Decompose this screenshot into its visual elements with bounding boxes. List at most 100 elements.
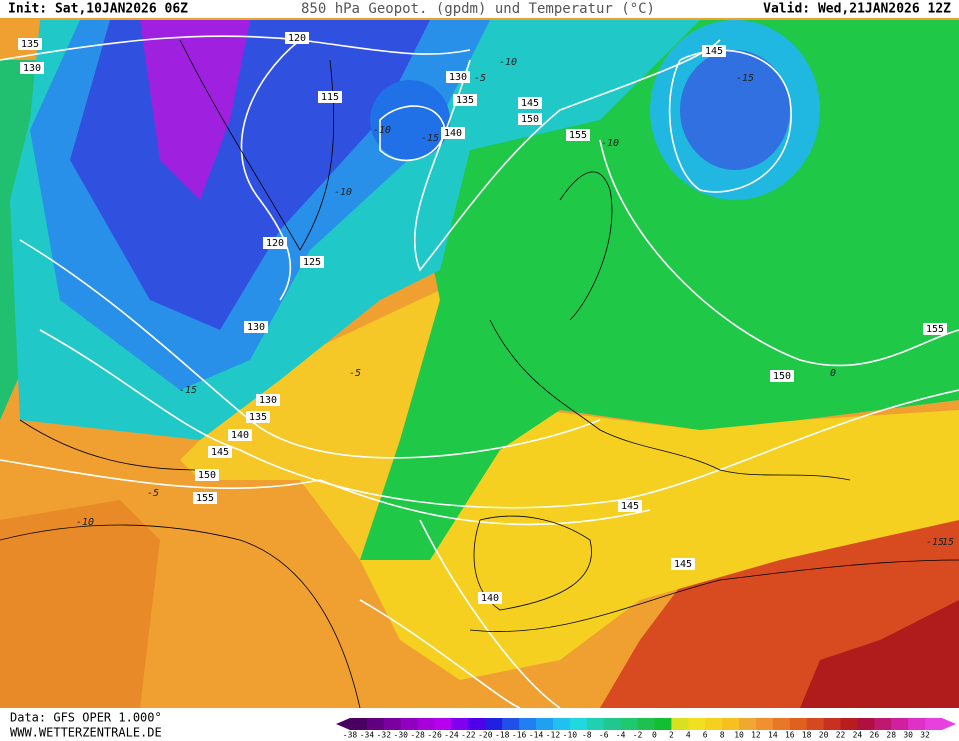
- legend-label: 18: [802, 731, 812, 740]
- legend-swatch: [739, 718, 757, 730]
- legend-label: -38: [343, 731, 358, 740]
- geopotential-label: 150: [521, 114, 539, 125]
- geopotential-label: 120: [266, 238, 284, 249]
- contour-labels: 1351301201151301351401451501551451201251…: [18, 32, 954, 604]
- coastline: [559, 171, 613, 321]
- label-box: [453, 94, 477, 106]
- legend-arrow-left: [336, 718, 350, 730]
- legend-label: 0: [652, 731, 657, 740]
- legend-swatch: [434, 718, 452, 730]
- legend-label: -2: [633, 731, 643, 740]
- legend-swatch: [705, 718, 723, 730]
- label-box: [193, 492, 217, 504]
- legend-label: 14: [768, 731, 778, 740]
- geopotential-label: 145: [621, 501, 639, 512]
- legend-swatch: [603, 718, 622, 730]
- data-source: Data: GFS OPER 1.000°: [10, 711, 162, 725]
- isohypse: [419, 519, 561, 709]
- coastlines: [0, 39, 959, 709]
- legend-swatch: [536, 718, 554, 730]
- isotherm-label: -5: [147, 488, 159, 499]
- isohypse: [0, 459, 651, 526]
- map-title: 850 hPa Geopot. (gpdm) und Temperatur (°…: [301, 1, 655, 17]
- legend-swatch: [502, 718, 520, 730]
- label-box: [446, 71, 470, 83]
- legend-label: 28: [886, 731, 896, 740]
- valid-time: Valid: Wed,21JAN2026 12Z: [763, 2, 951, 17]
- label-box: [702, 45, 726, 57]
- legend-swatch: [586, 718, 605, 730]
- legend-swatch: [417, 718, 436, 730]
- legend-swatch: [637, 718, 655, 730]
- label-box: [285, 32, 309, 44]
- legend-swatch: [840, 718, 858, 730]
- geopotential-label: 130: [23, 63, 41, 74]
- label-box: [770, 370, 794, 382]
- legend-swatch: [857, 718, 875, 730]
- geopotential-label: 155: [926, 324, 944, 335]
- legend-label: -8: [582, 731, 592, 740]
- legend-swatch: [755, 718, 774, 730]
- temp-blue-low: [370, 80, 450, 160]
- legend-label: 22: [836, 731, 846, 740]
- legend-label: 6: [703, 731, 708, 740]
- legend-swatch: [569, 718, 588, 730]
- isohypse: [39, 329, 959, 509]
- geopotential-label: 155: [569, 130, 587, 141]
- legend-swatch: [400, 718, 419, 730]
- isotherm-label: -10: [76, 517, 94, 528]
- label-box: [441, 127, 465, 139]
- legend-swatch: [519, 718, 537, 730]
- geopotential-label: 140: [481, 593, 499, 604]
- legend-label: 8: [720, 731, 725, 740]
- legend-swatch: [383, 718, 402, 730]
- label-box: [246, 411, 270, 423]
- isotherm-label: -15: [926, 537, 944, 548]
- isotherm-label: -10: [499, 57, 517, 68]
- label-box: [195, 469, 219, 481]
- legend-label: -4: [616, 731, 626, 740]
- label-box: [478, 592, 502, 604]
- geopotential-label: 115: [321, 92, 339, 103]
- label-box: [228, 429, 252, 441]
- label-box: [300, 256, 324, 268]
- legend-swatch: [620, 718, 639, 730]
- label-box: [566, 129, 590, 141]
- isotherm-label: -10: [373, 125, 391, 136]
- label-box: [618, 500, 642, 512]
- legend-swatch: [722, 718, 740, 730]
- geopotential-label: 130: [247, 322, 265, 333]
- legend-label: 4: [686, 731, 691, 740]
- legend-swatch: [654, 718, 672, 730]
- legend-label: -28: [410, 731, 425, 740]
- site-url: WWW.WETTERZENTRALE.DE: [10, 726, 162, 740]
- color-legend: -38 -34 -32 -30 -28 -26 -24 -22 -20 -18 -16 -14 -12-…: [336, 718, 956, 740]
- legend-label: -6: [599, 731, 609, 740]
- legend-label: -22: [461, 731, 476, 740]
- geopotential-label: 140: [231, 430, 249, 441]
- legend-label: -26: [427, 731, 442, 740]
- legend-swatch: [688, 718, 706, 730]
- legend-arrow-right: [942, 718, 956, 730]
- isotherm: [19, 419, 201, 471]
- init-time: Init: Sat,10JAN2026 06Z: [8, 2, 188, 17]
- label-box: [18, 38, 42, 50]
- legend-label: -18: [495, 731, 510, 740]
- coastline: [473, 515, 592, 611]
- isohypse: [668, 49, 792, 193]
- temp-orange-dark: [0, 500, 160, 708]
- geopotential-label: 145: [211, 447, 229, 458]
- legend-label: -20: [478, 731, 493, 740]
- isotherm-label: -10: [601, 138, 619, 149]
- label-box: [208, 446, 232, 458]
- legend-swatch: [908, 718, 926, 730]
- legend-swatch: [552, 718, 571, 730]
- isotherm-label: -15: [421, 133, 439, 144]
- temp-yellow-west: [180, 290, 440, 560]
- geopotential-label: 120: [288, 33, 306, 44]
- legend-label: 16: [785, 731, 795, 740]
- label-box: [318, 91, 342, 103]
- isotherm: [0, 524, 361, 709]
- temp-darkred: [800, 600, 959, 708]
- legend-label: 12: [751, 731, 761, 740]
